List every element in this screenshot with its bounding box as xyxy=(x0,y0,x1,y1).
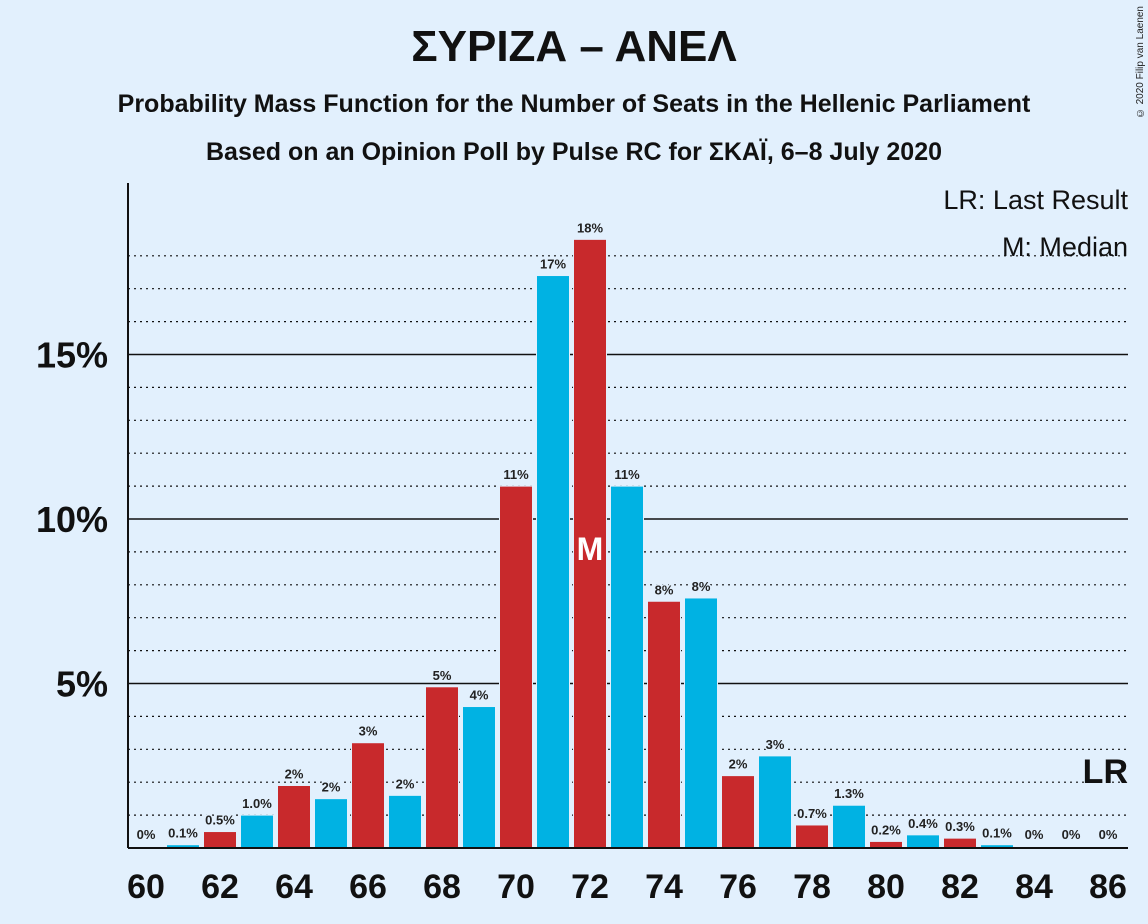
bar-value-label: 1.3% xyxy=(834,786,864,801)
y-tick-label: 10% xyxy=(36,499,108,540)
bar-value-label: 8% xyxy=(655,582,674,597)
bar-value-label: 0.1% xyxy=(168,826,198,841)
bar xyxy=(758,755,792,849)
bar xyxy=(684,597,718,849)
bar-value-label: 0% xyxy=(1062,827,1081,842)
y-tick-label: 5% xyxy=(56,664,108,705)
bar-value-label: 0% xyxy=(137,827,156,842)
chart-title: ΣΥΡΙΖΑ – ΑΝΕΛ xyxy=(411,22,737,71)
bar xyxy=(499,485,533,849)
bar-value-label: 2% xyxy=(322,780,341,795)
x-tick-label: 74 xyxy=(645,868,683,906)
bar xyxy=(906,834,940,849)
bar-value-label: 4% xyxy=(470,688,489,703)
bar xyxy=(795,824,829,849)
bar-value-label: 0% xyxy=(1025,827,1044,842)
x-tick-label: 86 xyxy=(1089,868,1127,906)
y-tick-label: 15% xyxy=(36,335,108,376)
bar xyxy=(314,798,348,849)
bar-value-label: 0.1% xyxy=(982,826,1012,841)
chart-subtitle-source: Based on an Opinion Poll by Pulse RC for… xyxy=(205,138,943,166)
bar xyxy=(240,814,274,849)
bar-value-label: 0.4% xyxy=(908,816,938,831)
bar xyxy=(351,742,385,849)
bar-value-label: 0.3% xyxy=(945,819,975,834)
bar xyxy=(943,837,977,849)
x-tick-label: 82 xyxy=(941,868,979,906)
bar-value-label: 3% xyxy=(766,737,785,752)
x-tick-label: 66 xyxy=(349,868,387,906)
legend-median: M: Median xyxy=(1001,232,1128,262)
bar xyxy=(832,804,866,849)
chart-subtitle: Probability Mass Function for the Number… xyxy=(117,90,1031,118)
bar-value-label: 3% xyxy=(359,724,378,739)
bar xyxy=(610,485,644,849)
bar xyxy=(647,600,681,849)
x-tick-label: 70 xyxy=(497,868,535,906)
x-tick-label: 72 xyxy=(571,868,609,906)
bar-value-label: 11% xyxy=(503,467,529,482)
bar-value-label: 18% xyxy=(577,220,603,235)
bar-value-label: 0% xyxy=(1099,827,1118,842)
bar xyxy=(203,831,237,849)
bar-value-label: 1.0% xyxy=(242,796,272,811)
bar xyxy=(536,275,570,849)
bar-value-label: 5% xyxy=(433,668,452,683)
bar-value-label: 8% xyxy=(692,579,711,594)
bar xyxy=(721,775,755,849)
bar xyxy=(277,784,311,849)
x-tick-label: 76 xyxy=(719,868,757,906)
x-tick-label: 80 xyxy=(867,868,905,906)
bar-value-label: 2% xyxy=(729,757,748,772)
bar-value-label: 11% xyxy=(614,467,640,482)
bar xyxy=(425,686,459,849)
median-marker: M xyxy=(577,531,604,567)
bar-value-label: 17% xyxy=(540,257,566,272)
bar xyxy=(462,706,496,849)
bar xyxy=(388,794,422,849)
x-tick-label: 62 xyxy=(201,868,239,906)
bar-value-label: 0.5% xyxy=(205,813,235,828)
bar-value-label: 2% xyxy=(285,766,304,781)
bar-value-label: 0.7% xyxy=(797,806,827,821)
x-tick-label: 84 xyxy=(1015,868,1053,906)
bar-value-label: 2% xyxy=(396,776,415,791)
x-tick-label: 60 xyxy=(127,868,165,906)
bar-value-label: 0.2% xyxy=(871,822,901,837)
legend-last-result: LR: Last Result xyxy=(943,185,1128,216)
x-tick-label: 78 xyxy=(793,868,831,906)
x-tick-label: 64 xyxy=(275,868,313,906)
x-tick-label: 68 xyxy=(423,868,461,906)
last-result-marker: LR xyxy=(1083,753,1128,791)
